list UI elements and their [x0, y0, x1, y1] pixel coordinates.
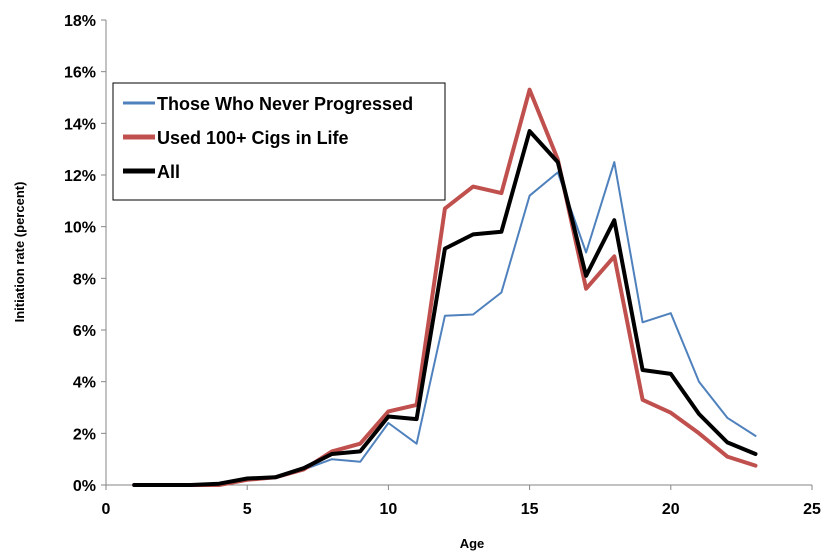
x-tick-label: 15 — [521, 501, 539, 518]
legend-box — [112, 82, 446, 201]
series-layer — [132, 87, 758, 487]
x-axis-title: Age — [460, 536, 485, 551]
y-tick-label: 2% — [73, 426, 96, 443]
y-tick-label: 4% — [73, 375, 96, 392]
x-tick-label: 10 — [380, 501, 398, 518]
y-tick-label: 10% — [64, 220, 96, 237]
legend-label-never-progressed: Those Who Never Progressed — [157, 94, 413, 114]
x-tick-label: 5 — [243, 501, 252, 518]
legend-label-all: All — [157, 162, 180, 182]
x-tick-label: 0 — [102, 501, 111, 518]
y-tick-label: 18% — [64, 13, 96, 30]
x-tick-label: 20 — [662, 501, 680, 518]
y-axis-title: Initiation rate (percent) — [12, 182, 27, 323]
y-tick-label: 14% — [64, 116, 96, 133]
series-line-all — [132, 129, 758, 487]
y-tick-label: 16% — [64, 65, 96, 82]
legend: Those Who Never Progressed Used 100+ Cig… — [112, 82, 446, 201]
legend-label-used-100-cigs: Used 100+ Cigs in Life — [157, 128, 349, 148]
y-tick-label: 12% — [64, 168, 96, 185]
y-tick-label: 8% — [73, 271, 96, 288]
axes: 0% 2% 4% 6% 8% 10% 12% 14% 16% 18% 0 5 10 15 20 25 — [64, 13, 821, 518]
x-tick-label: 25 — [803, 501, 821, 518]
y-tick-label: 0% — [73, 478, 96, 495]
y-tick-label: 6% — [73, 323, 96, 340]
